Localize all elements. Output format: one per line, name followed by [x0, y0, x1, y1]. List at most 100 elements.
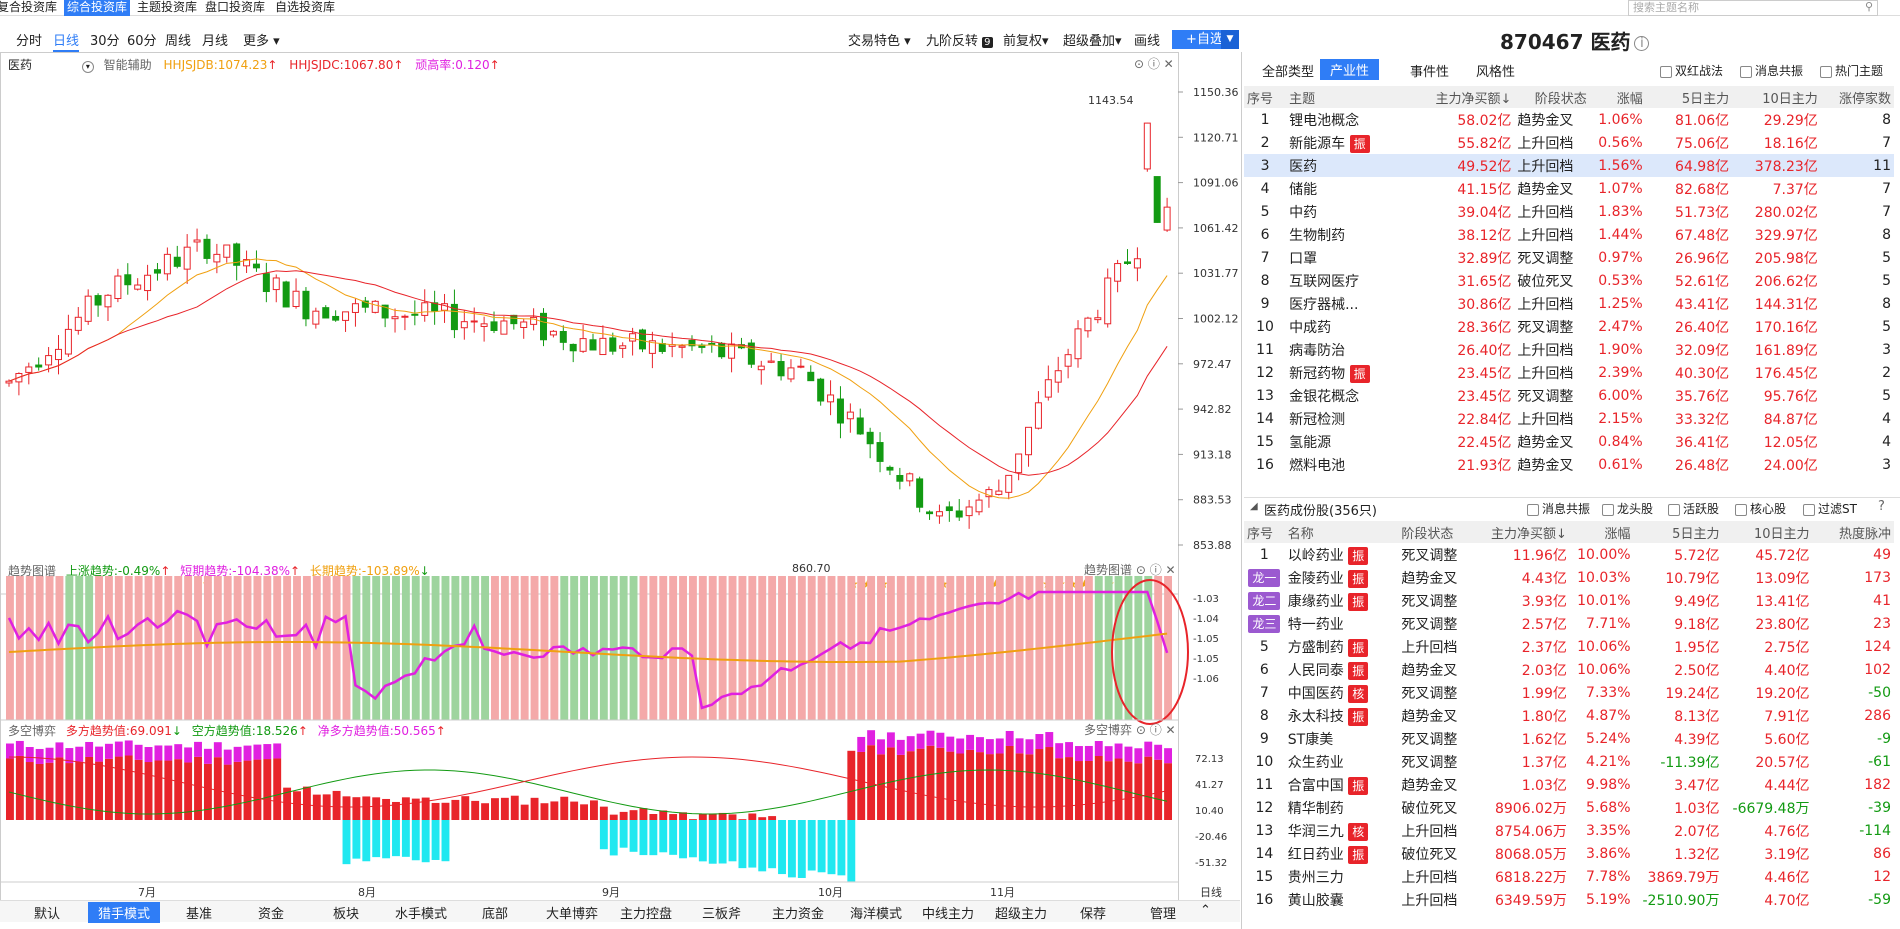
period-monthly[interactable]: 月线: [202, 34, 229, 49]
theme-search-input[interactable]: 搜索主题名称 ⚲: [1628, 0, 1878, 16]
tab-composite-lib[interactable]: 复合投资库: [0, 0, 58, 14]
period-30min[interactable]: 30分: [90, 34, 120, 49]
sector-col-header[interactable]: 序号: [1244, 86, 1287, 108]
stock-row[interactable]: 14 红日药业 振破位死叉 8068.05万 3.86% 1.32亿 3.19亿 86: [1255, 845, 1891, 864]
stock-row[interactable]: 5 方盛制药 振上升回档 2.37亿 10.06% 1.95亿 2.75亿 124: [1259, 638, 1891, 657]
mode-8[interactable]: 主力控盘: [620, 907, 673, 922]
trade-feature-menu[interactable]: 交易特色 ▾: [848, 34, 911, 49]
stock-col-header[interactable]: 涨幅: [1569, 521, 1634, 543]
stock-col-header[interactable]: 5日主力: [1633, 521, 1723, 543]
trend-panel-corner[interactable]: 趋势图谱 ⊙ ⓘ ✕: [1084, 563, 1176, 577]
sector-row[interactable]: 1 锂电池概念 58.02亿 趋势金叉 1.06% 81.06亿 29.29亿 8: [1260, 111, 1891, 129]
stock-row[interactable]: 龙二 康缘药业 振死叉调整 3.93亿 10.01% 9.49亿 13.41亿 41: [1244, 589, 1894, 612]
check-news[interactable]: 消息共振: [1527, 500, 1590, 517]
filter-style[interactable]: 风格性: [1476, 65, 1516, 80]
stock-col-header[interactable]: 10日主力: [1722, 521, 1813, 543]
stock-row[interactable]: 15 贵州三力 上升回档 6818.22万 7.78% 3869.79万 4.46亿 12: [1255, 868, 1891, 886]
mode-15[interactable]: 管理: [1150, 907, 1177, 922]
mode-4[interactable]: 板块: [333, 907, 360, 922]
period-60min[interactable]: 60分: [127, 34, 157, 49]
collapse-icon[interactable]: ◢: [1250, 501, 1258, 512]
sector-row[interactable]: 16 燃料电池 21.93亿 趋势金叉 0.61% 26.48亿 24.00亿 3: [1256, 456, 1891, 474]
stock-col-header[interactable]: 热度脉冲: [1812, 521, 1894, 543]
kline-chart-svg[interactable]: 1150.36 1120.71 1091.06 1061.42 1031.77 1002.…: [0, 52, 1240, 902]
period-fenshi[interactable]: 分时: [16, 34, 43, 49]
sector-row[interactable]: 10 中成药 28.36亿 死叉调整 2.47% 26.40亿 170.16亿 5: [1256, 318, 1891, 336]
sector-col-header[interactable]: 涨幅: [1589, 86, 1646, 108]
sector-row[interactable]: 14 新冠检测 22.84亿 上升回档 2.15% 33.32亿 84.87亿 4: [1256, 410, 1891, 428]
nine-reversal-toggle[interactable]: 九阶反转 9: [926, 34, 993, 49]
bs-panel-corner[interactable]: 多空博弈 ⊙ ⓘ ✕: [1084, 723, 1176, 737]
check-core[interactable]: 核心股: [1735, 500, 1786, 517]
mode-6[interactable]: 底部: [482, 907, 509, 922]
sector-row[interactable]: 11 病毒防治 26.40亿 上升回档 1.90% 32.09亿 161.89亿 3: [1256, 341, 1891, 359]
stock-row[interactable]: 龙一 金陵药业 振趋势金叉 4.43亿 10.03% 10.79亿 13.09亿 173: [1244, 566, 1894, 589]
check-filter-st[interactable]: 过滤ST: [1803, 500, 1857, 517]
collapse-icon[interactable]: ▾: [81, 61, 94, 73]
mode-11[interactable]: 海洋模式: [850, 907, 903, 922]
mode-7[interactable]: 大单博弈: [546, 907, 599, 922]
mode-9[interactable]: 三板斧: [702, 907, 742, 922]
info-icon[interactable]: i: [1634, 36, 1650, 51]
mode-2[interactable]: 基准: [186, 907, 213, 922]
stock-col-header[interactable]: 阶段状态: [1398, 521, 1482, 543]
sector-col-header[interactable]: 主题: [1286, 86, 1424, 108]
sector-col-header[interactable]: 涨停家数: [1820, 86, 1894, 108]
stock-row[interactable]: 10 众生药业 死叉调整 1.37亿 4.21% -11.39亿 20.57亿 -61: [1255, 753, 1891, 771]
tab-market-lib[interactable]: 盘口投资库: [205, 0, 266, 14]
sector-col-header[interactable]: 阶段状态: [1514, 86, 1590, 108]
stock-row[interactable]: 6 人民同泰 振趋势金叉 2.03亿 10.06% 2.50亿 4.40亿 102: [1259, 661, 1891, 680]
period-more[interactable]: 更多 ▾: [243, 34, 280, 49]
stock-col-header[interactable]: 序号: [1244, 521, 1285, 543]
stock-row[interactable]: 16 黄山胶囊 上升回档 6349.59万 5.19% -2510.90万 4.70亿 -59: [1255, 891, 1891, 909]
stock-row[interactable]: 1 以岭药业 振死叉调整 11.96亿 10.00% 5.72亿 45.72亿 49: [1259, 546, 1891, 565]
check-hot-theme[interactable]: 热门主题: [1820, 62, 1883, 79]
sector-row[interactable]: 4 储能 41.15亿 趋势金叉 1.07% 82.68亿 7.37亿 7: [1260, 180, 1891, 198]
tab-comprehensive-lib[interactable]: 综合投资库: [64, 0, 131, 16]
mode-5[interactable]: 水手模式: [395, 907, 448, 922]
sector-row[interactable]: 8 互联网医疗 31.65亿 破位死叉 0.53% 52.61亿 206.62亿 5: [1260, 272, 1891, 290]
help-icon[interactable]: ?: [1878, 499, 1885, 514]
mode-13[interactable]: 超级主力: [995, 907, 1048, 922]
stock-col-header[interactable]: 主力净买额↓: [1481, 521, 1570, 543]
stock-row[interactable]: 13 华润三九 核上升回档 8754.06万 3.35% 2.07亿 4.76亿 -114: [1255, 822, 1891, 841]
period-daily[interactable]: 日线: [53, 30, 80, 52]
mode-10[interactable]: 主力资金: [772, 907, 825, 922]
adjust-menu[interactable]: 前复权▾: [1003, 34, 1049, 49]
stock-row[interactable]: 11 合富中国 振趋势金叉 1.03亿 9.98% 3.47亿 4.44亿 182: [1255, 776, 1891, 795]
mode-12[interactable]: 中线主力: [922, 907, 975, 922]
add-favorite-button[interactable]: +自选: [1172, 30, 1237, 49]
sector-row[interactable]: 9 医疗器械... 30.86亿 上升回档 1.25% 43.41亿 144.31亿 8: [1260, 295, 1891, 313]
check-active[interactable]: 活跃股: [1668, 500, 1719, 517]
sector-col-header[interactable]: 10日主力: [1732, 86, 1821, 108]
sector-row[interactable]: 2 新能源车 振 55.82亿 上升回档 0.56% 75.06亿 18.16亿 7: [1260, 134, 1891, 153]
filter-all-types[interactable]: 全部类型: [1262, 65, 1315, 80]
stock-row[interactable]: 12 精华制药 破位死叉 8906.02万 5.68% 1.03亿 -6679.48万 -39: [1255, 799, 1891, 817]
sector-row[interactable]: 5 中药 39.04亿 上升回档 1.83% 51.73亿 280.02亿 7: [1260, 203, 1891, 221]
check-news-resonance[interactable]: 消息共振: [1740, 62, 1803, 79]
favorite-dropdown-button[interactable]: ▼: [1221, 30, 1239, 49]
stock-row[interactable]: 8 永太科技 振趋势金叉 1.80亿 4.87% 8.13亿 7.91亿 286: [1259, 707, 1891, 726]
mode-0[interactable]: 默认: [34, 907, 61, 922]
stock-row[interactable]: 9 ST康美 死叉调整 1.62亿 5.24% 4.39亿 5.60亿 -9: [1259, 730, 1891, 748]
filter-event[interactable]: 事件性: [1410, 65, 1450, 80]
sector-row[interactable]: 12 新冠药物 振 23.45亿 上升回档 2.39% 40.30亿 176.45亿 2: [1256, 364, 1891, 383]
period-weekly[interactable]: 周线: [165, 34, 192, 49]
draw-line-button[interactable]: 画线: [1134, 34, 1161, 49]
stock-col-header[interactable]: 名称: [1284, 521, 1399, 543]
tab-custom-lib[interactable]: 自选投资库: [275, 0, 336, 14]
sector-row[interactable]: 15 氢能源 22.45亿 趋势金叉 0.84% 36.41亿 12.05亿 4: [1256, 433, 1891, 451]
sector-col-header[interactable]: 主力净买额↓: [1423, 86, 1515, 108]
kline-panel-controls[interactable]: ⊙ ⓘ ✕: [1134, 57, 1174, 71]
overlay-menu[interactable]: 超级叠加▾: [1063, 34, 1122, 49]
sector-col-header[interactable]: 5日主力: [1645, 86, 1733, 108]
stock-row[interactable]: 龙三 特一药业 死叉调整 2.57亿 7.71% 9.18亿 23.80亿 23: [1244, 612, 1894, 635]
tab-theme-lib[interactable]: 主题投资库: [137, 0, 198, 14]
panel-divider[interactable]: [1241, 52, 1242, 929]
mode-1[interactable]: 猎手模式: [88, 902, 161, 923]
sector-row[interactable]: 3 医药 49.52亿 上升回档 1.56% 64.98亿 378.23亿 11: [1244, 154, 1894, 177]
check-leader[interactable]: 龙头股: [1602, 500, 1653, 517]
mode-14[interactable]: 保荐: [1080, 907, 1107, 922]
sector-row[interactable]: 6 生物制药 38.12亿 上升回档 1.44% 67.48亿 329.97亿 8: [1260, 226, 1891, 244]
sector-row[interactable]: 13 金银花概念 23.45亿 死叉调整 6.00% 35.76亿 95.76亿 5: [1256, 387, 1891, 405]
